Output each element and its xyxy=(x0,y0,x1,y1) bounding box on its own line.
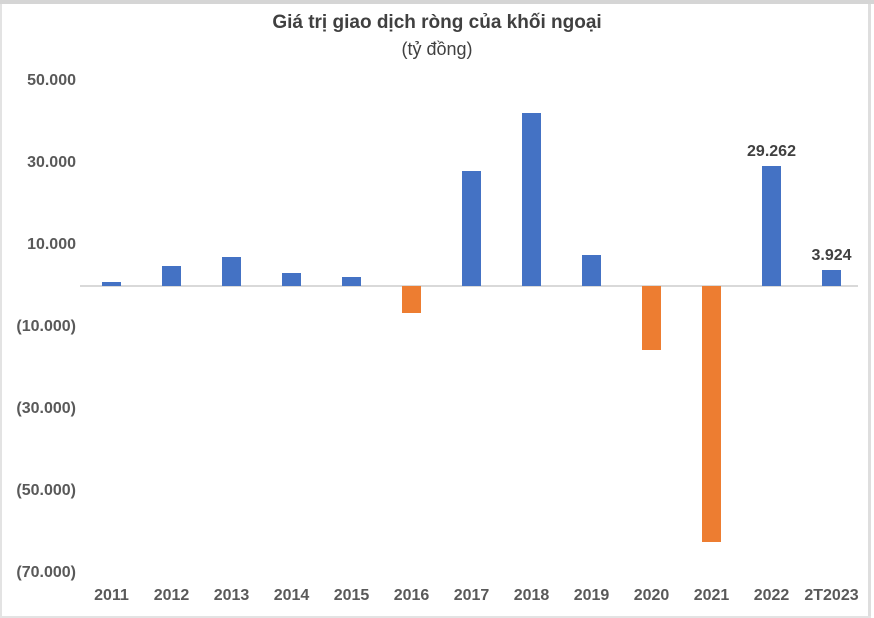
x-axis-label-2020: 2020 xyxy=(633,587,670,604)
x-axis-label-2T2023: 2T2023 xyxy=(804,587,859,604)
x-axis-label-2018: 2018 xyxy=(513,587,550,604)
bar-2021 xyxy=(702,286,721,543)
bar-2018 xyxy=(522,113,541,286)
left-border xyxy=(0,4,2,618)
x-axis-label-2015: 2015 xyxy=(333,587,370,604)
chart-subtitle: (tỷ đồng) xyxy=(401,39,473,59)
bar-2019 xyxy=(582,254,601,286)
x-axis-label-2011: 2011 xyxy=(94,587,129,604)
bar-2011 xyxy=(102,281,121,286)
bar-2022 xyxy=(762,166,781,286)
top-border-strip xyxy=(0,0,874,4)
y-tick-label: 50.000 xyxy=(27,72,76,89)
bar-2013 xyxy=(222,257,241,286)
x-axis-label-2022: 2022 xyxy=(753,587,790,604)
bar-2020 xyxy=(642,286,661,350)
x-axis-label-2017: 2017 xyxy=(453,587,490,604)
x-axis-label-2016: 2016 xyxy=(393,587,430,604)
x-axis-label-2021: 2021 xyxy=(693,587,730,604)
y-tick-label: (10.000) xyxy=(16,318,76,335)
bottom-border xyxy=(2,616,871,618)
right-border xyxy=(868,4,871,618)
x-axis-label-2013: 2013 xyxy=(213,587,250,604)
y-tick-label: 30.000 xyxy=(27,154,76,171)
chart-title: Giá trị giao dịch ròng của khối ngoại xyxy=(272,12,602,33)
x-axis-label-2014: 2014 xyxy=(273,587,310,604)
bar-2T2023 xyxy=(822,269,841,286)
data-label-2T2023: 3.924 xyxy=(811,246,852,264)
y-tick-label: (30.000) xyxy=(16,400,76,417)
bar-2014 xyxy=(282,273,301,286)
y-tick-label: 10.000 xyxy=(27,236,76,253)
bar-2012 xyxy=(162,265,181,286)
y-tick-label: (70.000) xyxy=(16,564,76,581)
y-tick-label: (50.000) xyxy=(16,482,76,499)
data-label-2022: 29.262 xyxy=(747,143,796,161)
x-axis-label-2012: 2012 xyxy=(153,587,190,604)
bar-2016 xyxy=(402,286,421,313)
bar-2017 xyxy=(462,170,481,286)
bar-2015 xyxy=(342,277,361,286)
x-axis-label-2019: 2019 xyxy=(573,587,610,604)
zero-axis-line xyxy=(80,285,858,287)
